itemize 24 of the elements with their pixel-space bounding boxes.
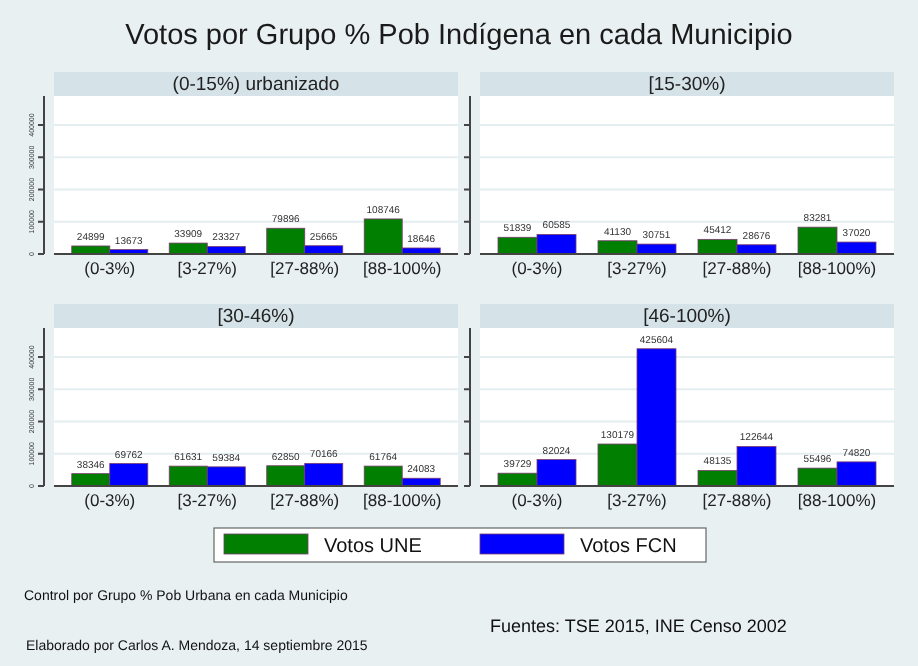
x-tick-label: [88-100%) [797, 258, 877, 279]
legend-label: Votos FCN [580, 536, 677, 558]
x-tick-label: (0-3%) [511, 490, 563, 511]
x-tick-label: [27-88%) [702, 258, 772, 279]
x-tick-label: [3-27%) [607, 258, 668, 279]
chart-title: (0-15%) urbanizado [172, 74, 340, 96]
chart-title: [15-30%) [648, 74, 726, 96]
x-tick-label: [88-100%) [797, 490, 877, 511]
x-tick-label: [27-88%) [702, 490, 772, 511]
chart-title: [46-100%) [643, 306, 731, 328]
x-tick-label: [88-100%) [363, 258, 442, 279]
x-tick-label: [27-88%) [270, 490, 340, 511]
chart-title: [30-46%) [217, 306, 295, 328]
text: Votos por Grupo % Pob Indígena en cada Municipio [125, 20, 793, 52]
x-tick-label: [3-27%) [177, 258, 238, 279]
source-note: Fuentes: TSE 2015, INE Censo 2002 [490, 616, 787, 636]
x-tick-label: (0-3%) [84, 490, 136, 511]
x-tick-label: (0-3%) [511, 258, 563, 279]
x-tick-label: [88-100%) [363, 490, 442, 511]
x-tick-label: [27-88%) [270, 258, 340, 279]
legend-label: Votos UNE [324, 536, 423, 558]
x-tick-label: [3-27%) [607, 490, 668, 511]
x-tick-label: (0-3%) [84, 258, 136, 279]
x-tick-label: [3-27%) [177, 490, 238, 511]
